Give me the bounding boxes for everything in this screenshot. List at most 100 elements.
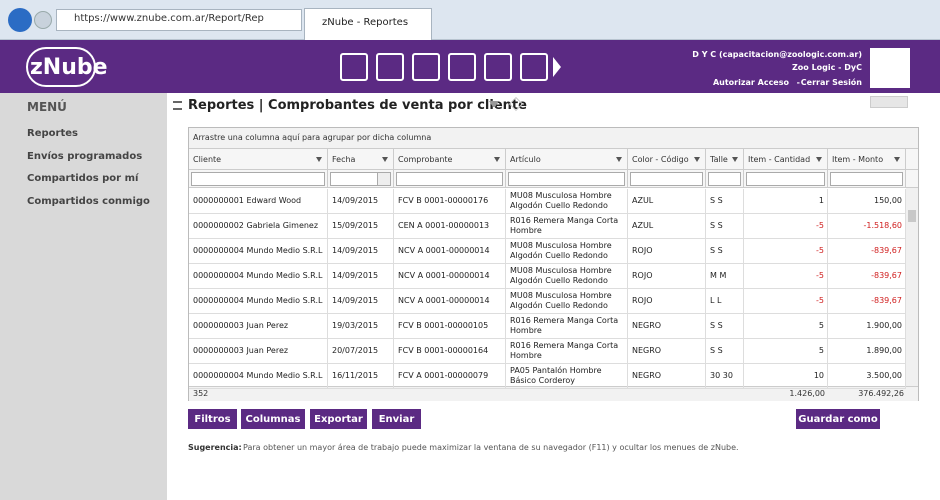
menu-icon[interactable] (376, 53, 404, 81)
filter-input[interactable] (396, 172, 503, 186)
cell-divider (627, 314, 628, 339)
logo-cloud (26, 47, 96, 87)
cell-divider (827, 214, 828, 239)
menu-icon[interactable] (448, 53, 476, 81)
column-header[interactable]: Item - Monto (832, 155, 884, 164)
column-header[interactable]: Talle (710, 155, 728, 164)
cell-divider (327, 289, 328, 314)
user-name: D Y C (capacitacion@zoologic.com.ar) (692, 50, 862, 59)
cell-divider (627, 289, 628, 314)
cell: -839,67 (871, 271, 902, 280)
menu-icon[interactable] (520, 53, 548, 81)
cell: R016 Remera Manga Corta Hombre (510, 216, 619, 235)
cell: NCV A 0001-00000014 (398, 246, 490, 255)
address-bar[interactable] (56, 9, 302, 31)
cell-divider (905, 314, 906, 339)
menu-icon[interactable] (340, 53, 368, 81)
hamburger[interactable] (173, 101, 182, 110)
cell-divider (905, 264, 906, 289)
cell: MU08 Musculosa Hombre Algodón Cuello Red… (510, 191, 612, 210)
column-header[interactable]: Cliente (193, 155, 222, 164)
action-button[interactable]: Filtros (188, 409, 237, 429)
sidebar-item[interactable]: Reportes (27, 128, 78, 139)
scrollbar[interactable] (906, 188, 918, 386)
cell-divider (393, 239, 394, 264)
menu-arrow[interactable] (553, 57, 561, 77)
cell: 15/09/2015 (332, 221, 379, 230)
cell: 14/09/2015 (332, 246, 379, 255)
cell: FCV B 0001-00000105 (398, 321, 489, 330)
cell: NEGRO (632, 371, 662, 380)
row-divider (189, 363, 906, 364)
filter-input[interactable] (191, 172, 325, 186)
header-menu[interactable] (694, 157, 700, 162)
cell-divider (505, 289, 506, 314)
action-button[interactable]: Columnas (241, 409, 305, 429)
cell-divider (827, 364, 828, 389)
report-title: Reportes | Comprobantes de venta por cli… (188, 98, 527, 113)
header-menu[interactable] (894, 157, 900, 162)
action-button[interactable]: Enviar (372, 409, 421, 429)
sidebar-item[interactable]: Compartidos conmigo (27, 195, 150, 207)
cell: 0000000003 Juan Perez (193, 321, 289, 330)
save-button[interactable]: Guardar como (796, 409, 880, 429)
cell: 19/03/2015 (332, 321, 379, 330)
column-header[interactable]: Fecha (332, 155, 356, 164)
cell-divider (393, 264, 394, 289)
cell: 3.500,00 (866, 371, 902, 380)
cell-divider (743, 189, 744, 214)
sidebar (0, 93, 167, 500)
scroll-thumb[interactable] (908, 210, 916, 222)
filter-icon[interactable] (489, 101, 499, 107)
browser-tab[interactable] (304, 8, 432, 40)
cell: 0000000002 Gabriela Gimenez (193, 221, 319, 230)
filter-input[interactable] (830, 172, 903, 186)
cell-divider (393, 364, 394, 389)
header-menu[interactable] (616, 157, 622, 162)
date-picker[interactable] (377, 172, 391, 186)
cell-divider (827, 339, 828, 364)
total-quantity: 1.426,00 (789, 389, 825, 398)
avatar[interactable] (870, 48, 910, 88)
cell: NEGRO (632, 321, 662, 330)
menu-icon[interactable] (412, 53, 440, 81)
cell-divider (393, 314, 394, 339)
header-link[interactable]: Cerrar Sesión (800, 78, 862, 87)
column-header[interactable]: Color - Código (632, 155, 689, 164)
cell: -1.518,60 (863, 221, 902, 230)
filter-input[interactable] (746, 172, 825, 186)
column-header[interactable]: Comprobante (398, 155, 453, 164)
action-button[interactable]: Exportar (310, 409, 367, 429)
filter-input[interactable] (708, 172, 741, 186)
cell: 150,00 (874, 196, 902, 205)
filter-input[interactable] (508, 172, 625, 186)
header-menu[interactable] (316, 157, 322, 162)
header-menu[interactable] (382, 157, 388, 162)
tip-label: Sugerencia: (188, 443, 242, 452)
column-divider (743, 149, 744, 188)
collapse-button[interactable] (870, 96, 908, 108)
cell-divider (393, 289, 394, 314)
header-menu[interactable] (816, 157, 822, 162)
cell-divider (905, 289, 906, 314)
column-divider (905, 149, 906, 188)
cell: MU08 Musculosa Hombre Algodón Cuello Red… (510, 291, 612, 310)
cell-divider (705, 339, 706, 364)
forward-button[interactable] (34, 11, 52, 29)
filter-input[interactable] (630, 172, 703, 186)
cell-divider (705, 314, 706, 339)
column-header[interactable]: Item - Cantidad (748, 155, 811, 164)
sidebar-item[interactable]: Envíos programados (27, 150, 143, 162)
cell: S S (710, 221, 723, 230)
sidebar-item[interactable]: Compartidos por mí (27, 173, 139, 184)
cell: ROJO (632, 246, 653, 255)
cell-divider (827, 314, 828, 339)
back-button[interactable] (8, 8, 32, 32)
column-header[interactable]: Artículo (510, 155, 541, 164)
cell: 0000000004 Mundo Medio S.R.L (193, 371, 323, 380)
header-menu[interactable] (494, 157, 500, 162)
header-link[interactable]: Autorizar Acceso (712, 78, 789, 87)
column-divider (505, 149, 506, 188)
menu-icon[interactable] (484, 53, 512, 81)
header-menu[interactable] (732, 157, 738, 162)
